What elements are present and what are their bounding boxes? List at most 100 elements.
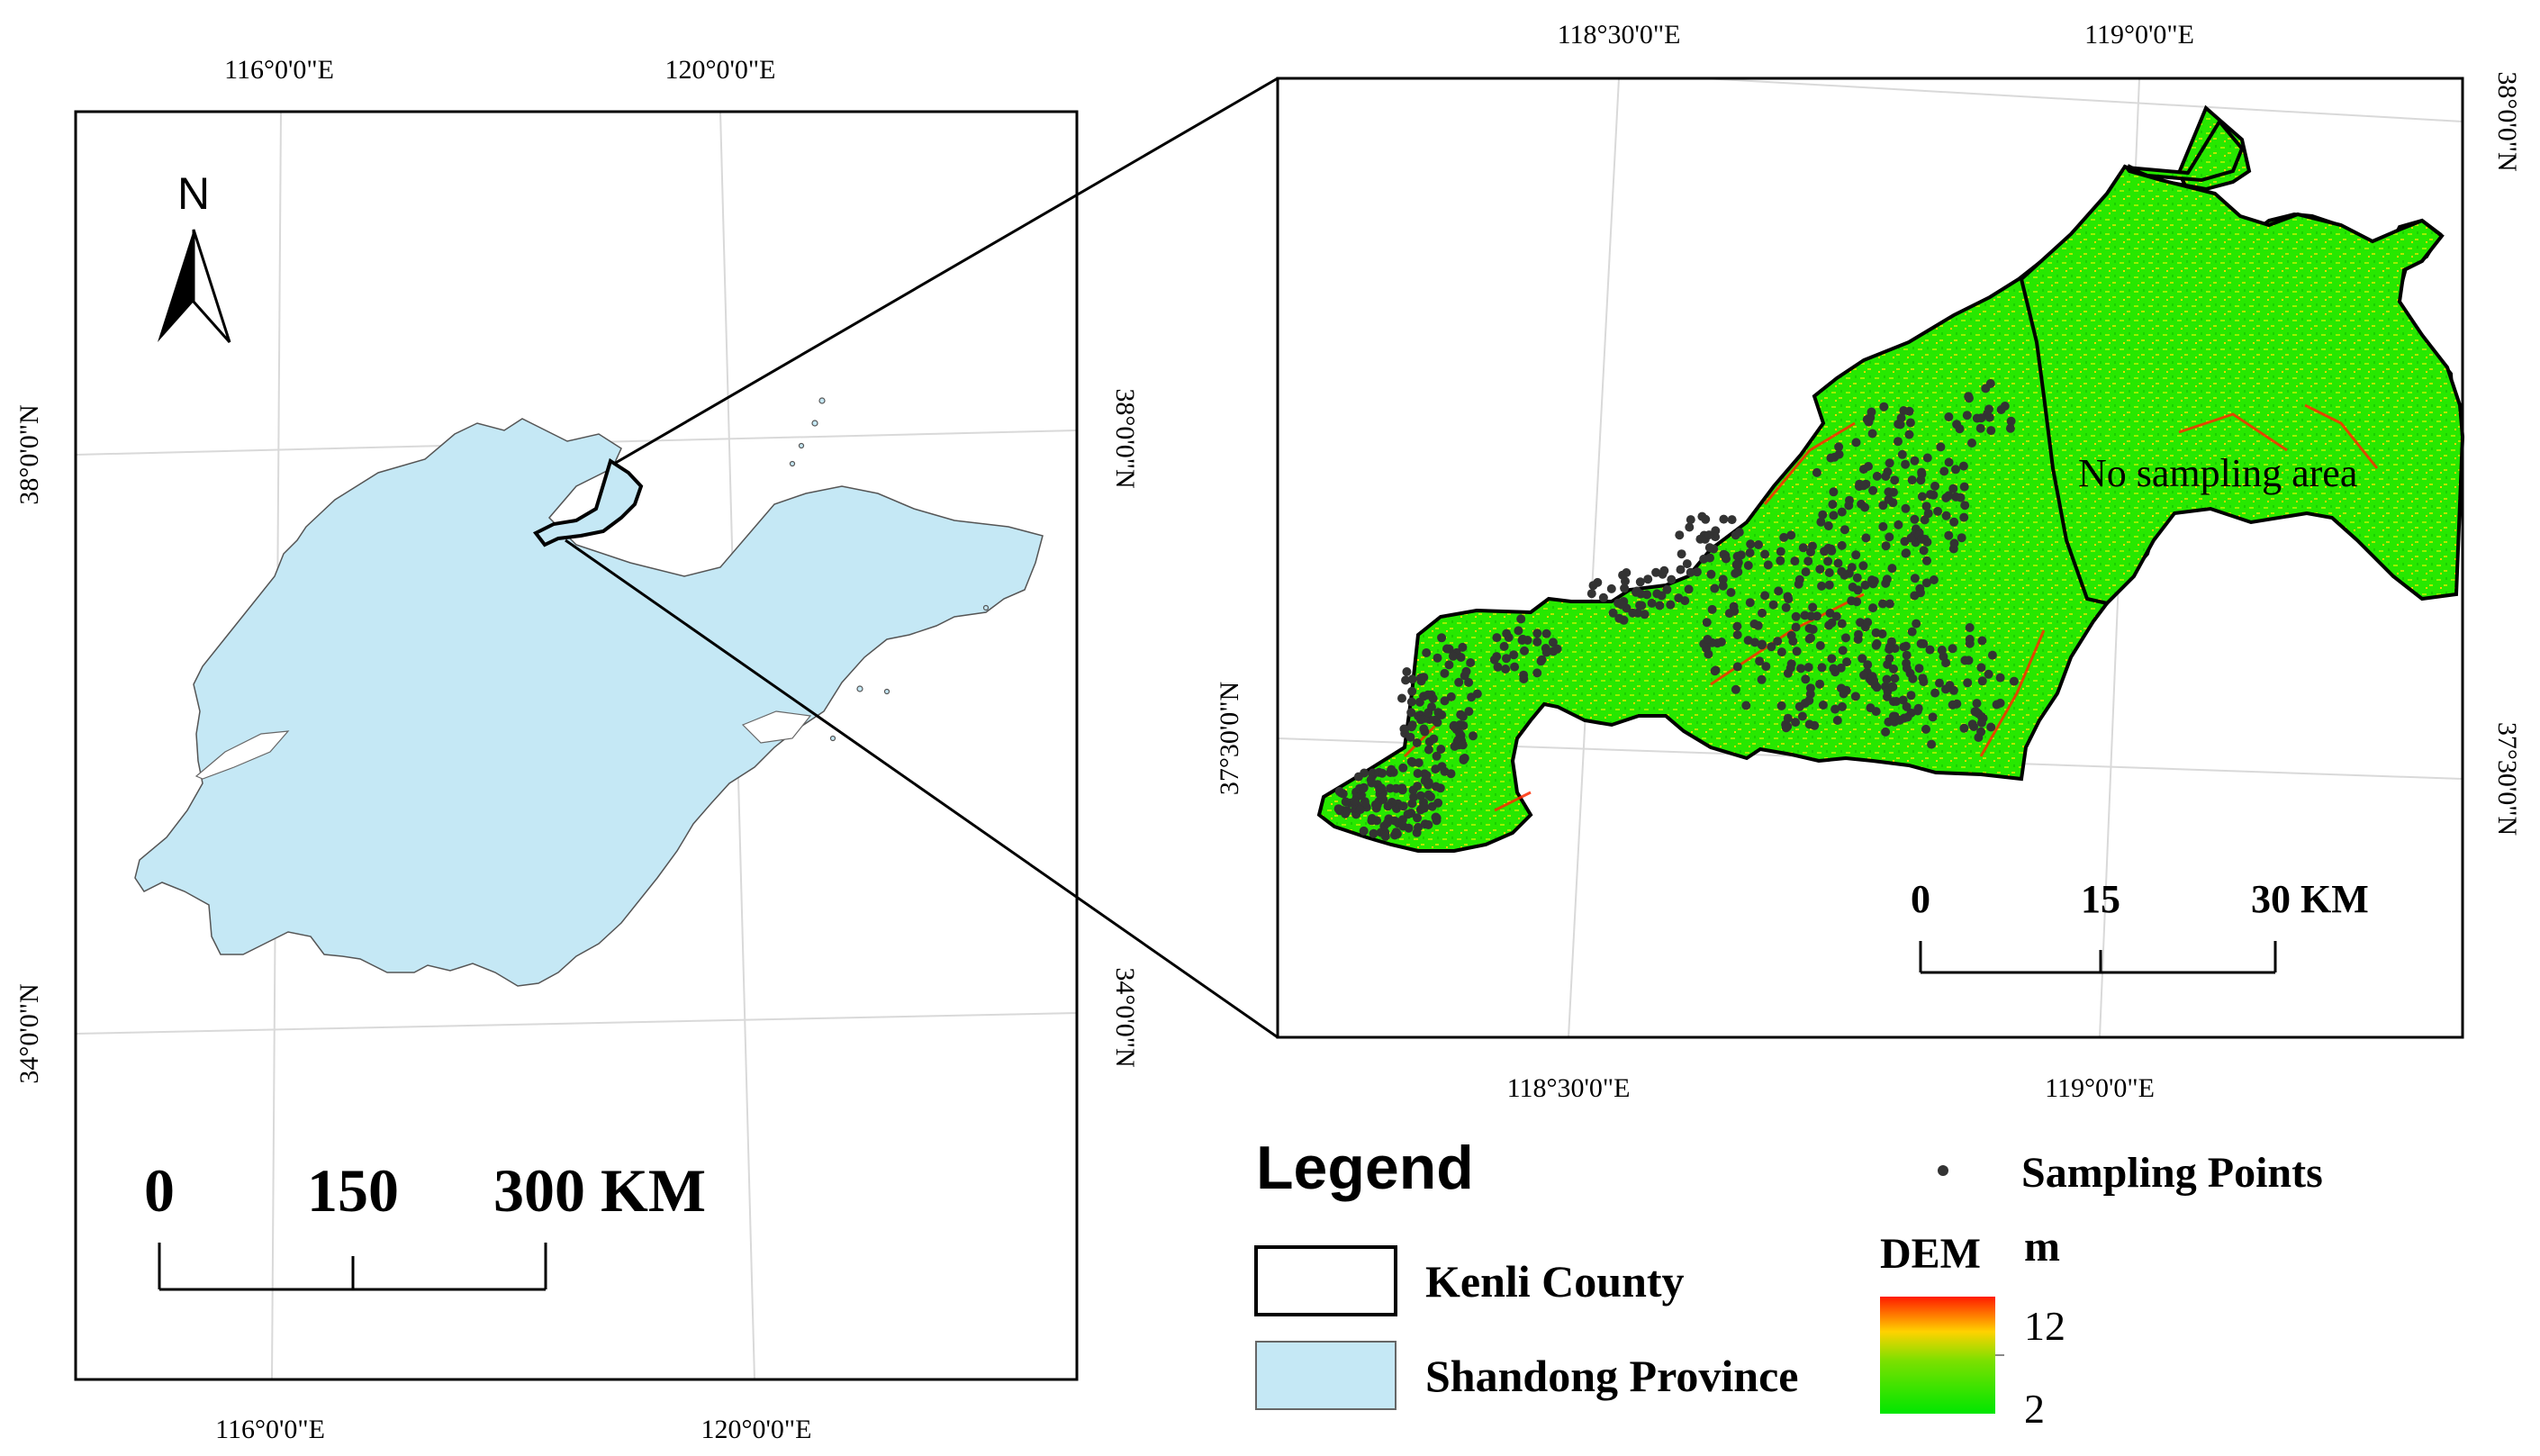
sampling-point xyxy=(1367,816,1377,826)
sampling-point xyxy=(1922,538,1932,547)
sampling-point xyxy=(1413,782,1423,791)
legend-title: Legend xyxy=(1256,1134,1474,1202)
sampling-point xyxy=(1897,449,1907,459)
sampling-point xyxy=(1910,456,1920,466)
sampling-point xyxy=(1448,651,1458,661)
sampling-point xyxy=(1643,574,1653,584)
sampling-point xyxy=(1919,639,1929,648)
sampling-point xyxy=(1862,414,1872,424)
sampling-point xyxy=(1912,619,1921,629)
sampling-point xyxy=(1838,701,1847,711)
sampling-point xyxy=(1885,642,1894,652)
sampling-point xyxy=(1842,657,1852,667)
sampling-point xyxy=(1834,449,1844,459)
sampling-point xyxy=(1921,578,1931,588)
right-top-label-2: 119°0'0"E xyxy=(2084,20,2194,50)
sampling-point xyxy=(1414,758,1424,768)
sampling-point xyxy=(1618,570,1628,580)
sampling-point xyxy=(1854,629,1863,639)
sampling-point xyxy=(1902,650,1912,660)
left-map-frame xyxy=(74,110,1079,1381)
sampling-point xyxy=(1894,520,1903,529)
sampling-point xyxy=(1628,608,1638,618)
sampling-point xyxy=(1620,583,1630,593)
sampling-point xyxy=(1402,667,1412,676)
sampling-point xyxy=(1937,646,1947,655)
sampling-point xyxy=(1965,393,1974,403)
sampling-point xyxy=(1781,723,1791,733)
sampling-point xyxy=(1995,673,2005,683)
sampling-point xyxy=(1878,521,1888,531)
sampling-point xyxy=(1706,569,1716,579)
sampling-point xyxy=(1532,629,1542,638)
sampling-point xyxy=(1419,724,1429,734)
sampling-point xyxy=(1424,790,1433,800)
islands xyxy=(789,397,990,742)
sampling-point xyxy=(1898,695,1908,705)
sampling-point xyxy=(1413,813,1422,823)
legend-swatch-shandong xyxy=(1255,1341,1397,1410)
sampling-point xyxy=(1976,718,1986,728)
sampling-point xyxy=(1907,475,1917,485)
sampling-point xyxy=(1944,412,1954,421)
north-arrow: N xyxy=(158,168,231,343)
sampling-point xyxy=(1406,697,1416,707)
sampling-point xyxy=(1423,690,1433,700)
sampling-point xyxy=(1732,662,1742,672)
sampling-point xyxy=(1492,633,1502,643)
zoom-line-bottom xyxy=(565,538,1279,1039)
sampling-point xyxy=(1398,801,1408,811)
sampling-point xyxy=(1404,823,1414,833)
left-left-label-1: 38°0'0"N xyxy=(14,404,44,504)
sampling-point xyxy=(1815,641,1825,650)
sampling-point xyxy=(1472,689,1482,699)
district-boundary xyxy=(2020,278,2089,600)
sampling-point xyxy=(1647,598,1657,608)
sampling-point xyxy=(1796,664,1806,674)
sampling-point xyxy=(1976,663,1986,673)
sampling-point xyxy=(1901,641,1911,651)
sampling-point xyxy=(1454,677,1464,687)
sampling-point xyxy=(1776,547,1785,556)
sampling-point xyxy=(1901,459,1911,469)
sampling-point xyxy=(1910,514,1920,524)
sampling-point xyxy=(1930,481,1939,491)
sampling-point xyxy=(1746,539,1756,549)
sampling-point xyxy=(1414,822,1423,832)
sampling-point xyxy=(1882,574,1892,584)
sampling-point xyxy=(1684,584,1694,594)
sampling-point xyxy=(1369,828,1378,838)
sampling-point xyxy=(1948,685,1958,695)
sampling-point xyxy=(1936,442,1946,452)
sampling-point xyxy=(1704,649,1713,659)
sampling-point xyxy=(1910,574,1920,583)
sampling-point xyxy=(1894,437,1903,447)
sampling-point xyxy=(1944,457,1954,467)
sampling-point xyxy=(1727,515,1737,525)
sampling-point xyxy=(1459,754,1469,764)
right-left-label-1: 37°30'0"N xyxy=(1215,682,1244,795)
sampling-point xyxy=(1662,584,1672,594)
sampling-point xyxy=(1948,644,1957,654)
sampling-points xyxy=(1333,379,2019,841)
sampling-point xyxy=(1863,618,1873,628)
sampling-point xyxy=(1501,665,1511,674)
sampling-point xyxy=(1397,693,1406,703)
sampling-point xyxy=(1652,589,1662,599)
sampling-point xyxy=(1456,653,1466,662)
legend-swatch-kenli xyxy=(1254,1245,1397,1316)
sampling-point xyxy=(1635,577,1645,587)
sampling-point xyxy=(1686,567,1695,577)
sampling-point xyxy=(1833,558,1843,568)
sampling-point xyxy=(1458,642,1468,652)
sampling-point xyxy=(1975,423,1985,433)
dem-high-streaks xyxy=(1403,403,2379,812)
sampling-point xyxy=(1907,627,1917,637)
sampling-point xyxy=(1786,630,1796,640)
sampling-point xyxy=(1917,492,1927,502)
sampling-point xyxy=(1675,530,1685,540)
sampling-point xyxy=(1781,602,1791,612)
sampling-point xyxy=(1926,490,1935,500)
sampling-point xyxy=(1424,708,1433,718)
